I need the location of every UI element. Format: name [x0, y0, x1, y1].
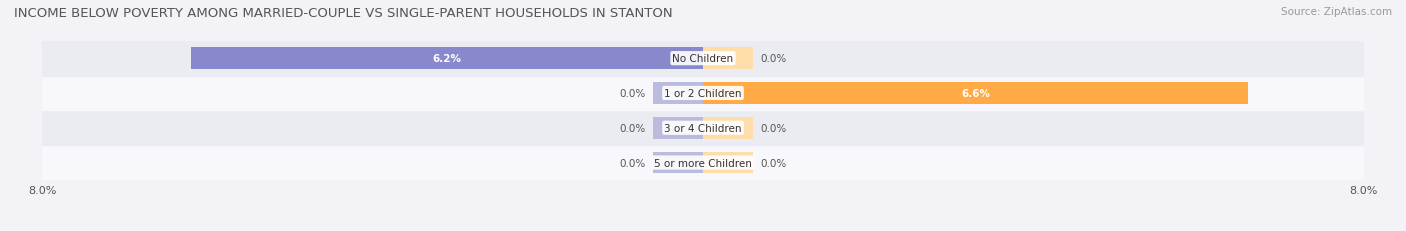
- Bar: [42, 146, 1364, 180]
- Text: 0.0%: 0.0%: [761, 158, 787, 168]
- Bar: [654, 152, 703, 174]
- Text: 6.6%: 6.6%: [962, 88, 990, 99]
- Bar: [42, 42, 1364, 76]
- Text: 0.0%: 0.0%: [619, 88, 645, 99]
- Bar: [42, 76, 1364, 111]
- Text: No Children: No Children: [672, 54, 734, 64]
- Bar: [42, 111, 1364, 146]
- Text: INCOME BELOW POVERTY AMONG MARRIED-COUPLE VS SINGLE-PARENT HOUSEHOLDS IN STANTON: INCOME BELOW POVERTY AMONG MARRIED-COUPL…: [14, 7, 672, 20]
- Text: 3 or 4 Children: 3 or 4 Children: [664, 123, 742, 133]
- Text: 0.0%: 0.0%: [619, 158, 645, 168]
- Text: Source: ZipAtlas.com: Source: ZipAtlas.com: [1281, 7, 1392, 17]
- Bar: [703, 83, 1249, 104]
- Text: 5 or more Children: 5 or more Children: [654, 158, 752, 168]
- Text: 0.0%: 0.0%: [619, 123, 645, 133]
- Text: 0.0%: 0.0%: [761, 123, 787, 133]
- Bar: [703, 152, 752, 174]
- Bar: [191, 48, 703, 70]
- Bar: [703, 48, 752, 70]
- Bar: [654, 118, 703, 139]
- Bar: [654, 83, 703, 104]
- Text: 1 or 2 Children: 1 or 2 Children: [664, 88, 742, 99]
- Text: 6.2%: 6.2%: [433, 54, 461, 64]
- Bar: [703, 118, 752, 139]
- Text: 0.0%: 0.0%: [761, 54, 787, 64]
